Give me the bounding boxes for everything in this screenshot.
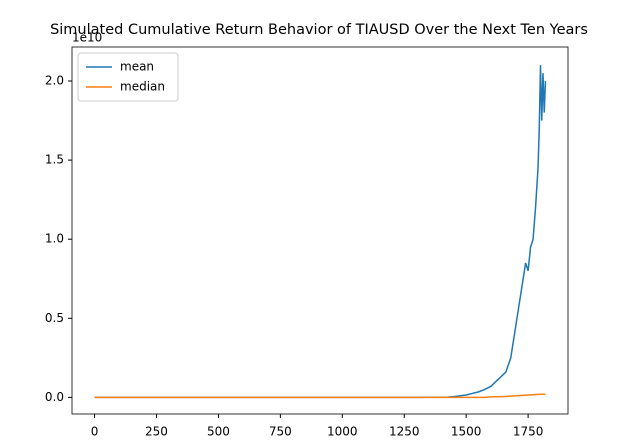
x-tick-label: 500 bbox=[207, 425, 230, 439]
x-tick-label: 1250 bbox=[389, 425, 420, 439]
legend-label: mean bbox=[120, 60, 154, 74]
y-tick-label: 0.0 bbox=[45, 390, 64, 404]
y-tick-label: 1.5 bbox=[45, 153, 64, 167]
x-tick-label: 1000 bbox=[327, 425, 358, 439]
x-tick-label: 1500 bbox=[451, 425, 482, 439]
x-tick-label: 0 bbox=[91, 425, 99, 439]
chart-title: Simulated Cumulative Return Behavior of … bbox=[50, 22, 588, 38]
legend-box bbox=[77, 52, 179, 102]
legend-label: median bbox=[120, 80, 165, 94]
line-series bbox=[94, 393, 546, 399]
x-tick-label: 750 bbox=[269, 425, 292, 439]
y-offset-label: 1e10 bbox=[72, 31, 102, 45]
x-tick-label: 1750 bbox=[513, 425, 544, 439]
y-tick-label: 2.0 bbox=[45, 74, 64, 88]
x-tick-label: 250 bbox=[145, 425, 168, 439]
y-tick-label: 1.0 bbox=[45, 232, 64, 246]
plot-frame bbox=[71, 46, 569, 415]
y-tick-label: 0.5 bbox=[45, 311, 64, 325]
